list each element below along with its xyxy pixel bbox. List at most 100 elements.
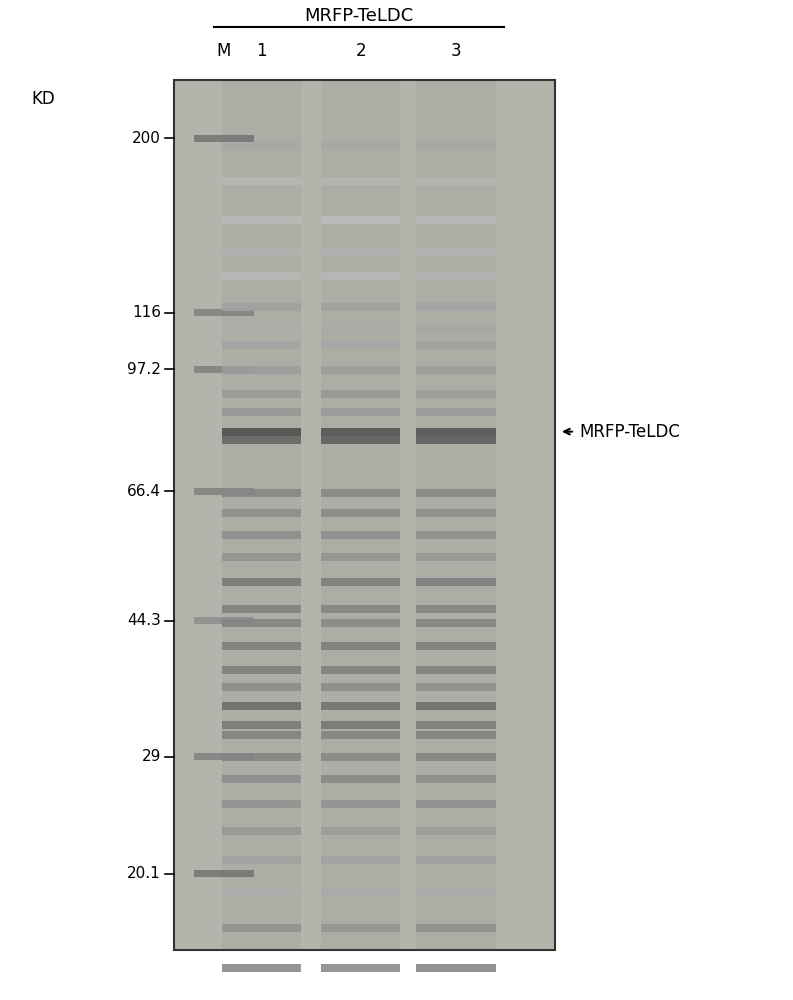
FancyBboxPatch shape	[222, 80, 301, 950]
FancyBboxPatch shape	[321, 578, 400, 586]
FancyBboxPatch shape	[416, 531, 496, 539]
FancyBboxPatch shape	[416, 753, 496, 761]
Text: 66.4: 66.4	[127, 484, 161, 499]
FancyBboxPatch shape	[222, 721, 301, 729]
Text: 20.1: 20.1	[127, 866, 161, 881]
FancyBboxPatch shape	[222, 390, 301, 398]
FancyBboxPatch shape	[222, 248, 301, 256]
FancyBboxPatch shape	[321, 619, 400, 627]
FancyBboxPatch shape	[222, 856, 301, 864]
FancyBboxPatch shape	[194, 617, 254, 624]
FancyBboxPatch shape	[321, 272, 400, 280]
FancyBboxPatch shape	[321, 303, 400, 311]
FancyBboxPatch shape	[321, 666, 400, 674]
FancyBboxPatch shape	[222, 964, 301, 972]
FancyBboxPatch shape	[321, 248, 400, 256]
FancyBboxPatch shape	[321, 436, 400, 444]
FancyBboxPatch shape	[416, 721, 496, 729]
Text: 97.2: 97.2	[127, 362, 161, 377]
FancyBboxPatch shape	[321, 775, 400, 783]
FancyBboxPatch shape	[222, 702, 301, 710]
FancyBboxPatch shape	[222, 428, 301, 436]
FancyBboxPatch shape	[222, 888, 301, 896]
FancyBboxPatch shape	[416, 666, 496, 674]
FancyBboxPatch shape	[222, 142, 301, 150]
FancyBboxPatch shape	[321, 509, 400, 517]
FancyBboxPatch shape	[222, 731, 301, 739]
FancyBboxPatch shape	[416, 390, 496, 398]
FancyBboxPatch shape	[194, 366, 254, 373]
FancyBboxPatch shape	[194, 870, 254, 877]
FancyBboxPatch shape	[222, 605, 301, 613]
FancyBboxPatch shape	[321, 366, 400, 374]
FancyBboxPatch shape	[321, 489, 400, 497]
FancyBboxPatch shape	[321, 408, 400, 416]
FancyBboxPatch shape	[194, 309, 254, 316]
FancyBboxPatch shape	[416, 408, 496, 416]
FancyBboxPatch shape	[222, 303, 301, 311]
FancyBboxPatch shape	[416, 964, 496, 972]
FancyBboxPatch shape	[321, 753, 400, 761]
FancyBboxPatch shape	[416, 436, 496, 444]
FancyBboxPatch shape	[222, 753, 301, 761]
Text: 1: 1	[256, 42, 267, 60]
FancyBboxPatch shape	[416, 142, 496, 150]
FancyBboxPatch shape	[321, 964, 400, 972]
FancyBboxPatch shape	[194, 135, 254, 142]
FancyBboxPatch shape	[321, 683, 400, 691]
FancyBboxPatch shape	[416, 924, 496, 932]
FancyBboxPatch shape	[321, 177, 400, 185]
FancyBboxPatch shape	[222, 775, 301, 783]
FancyBboxPatch shape	[222, 924, 301, 932]
FancyBboxPatch shape	[321, 553, 400, 561]
FancyBboxPatch shape	[321, 800, 400, 808]
FancyBboxPatch shape	[321, 216, 400, 224]
Text: MRFP-TeLDC: MRFP-TeLDC	[579, 423, 680, 441]
FancyBboxPatch shape	[321, 390, 400, 398]
FancyBboxPatch shape	[321, 702, 400, 710]
FancyBboxPatch shape	[321, 80, 400, 950]
Text: 44.3: 44.3	[127, 613, 161, 628]
FancyBboxPatch shape	[321, 827, 400, 835]
FancyBboxPatch shape	[194, 488, 254, 495]
FancyBboxPatch shape	[416, 553, 496, 561]
FancyBboxPatch shape	[321, 721, 400, 729]
FancyBboxPatch shape	[174, 80, 555, 950]
FancyBboxPatch shape	[416, 827, 496, 835]
FancyBboxPatch shape	[416, 326, 496, 334]
FancyBboxPatch shape	[222, 341, 301, 349]
FancyBboxPatch shape	[321, 642, 400, 650]
FancyBboxPatch shape	[416, 248, 496, 256]
Text: KD: KD	[32, 90, 56, 108]
FancyBboxPatch shape	[222, 177, 301, 185]
FancyBboxPatch shape	[222, 489, 301, 497]
FancyBboxPatch shape	[222, 436, 301, 444]
FancyBboxPatch shape	[222, 642, 301, 650]
FancyBboxPatch shape	[416, 509, 496, 517]
FancyBboxPatch shape	[416, 642, 496, 650]
FancyBboxPatch shape	[321, 142, 400, 150]
Text: 2: 2	[355, 42, 366, 60]
FancyBboxPatch shape	[222, 326, 301, 334]
Text: 200: 200	[132, 131, 161, 146]
FancyBboxPatch shape	[222, 578, 301, 586]
FancyBboxPatch shape	[416, 800, 496, 808]
FancyBboxPatch shape	[416, 683, 496, 691]
FancyBboxPatch shape	[194, 753, 254, 760]
FancyBboxPatch shape	[222, 683, 301, 691]
FancyBboxPatch shape	[321, 731, 400, 739]
FancyBboxPatch shape	[222, 272, 301, 280]
FancyBboxPatch shape	[416, 775, 496, 783]
FancyBboxPatch shape	[416, 578, 496, 586]
FancyBboxPatch shape	[416, 856, 496, 864]
FancyBboxPatch shape	[222, 553, 301, 561]
FancyBboxPatch shape	[222, 216, 301, 224]
FancyBboxPatch shape	[321, 341, 400, 349]
FancyBboxPatch shape	[321, 531, 400, 539]
FancyBboxPatch shape	[222, 827, 301, 835]
FancyBboxPatch shape	[222, 666, 301, 674]
FancyBboxPatch shape	[416, 888, 496, 896]
FancyBboxPatch shape	[416, 341, 496, 349]
Text: 29: 29	[142, 749, 161, 764]
Text: 116: 116	[132, 305, 161, 320]
